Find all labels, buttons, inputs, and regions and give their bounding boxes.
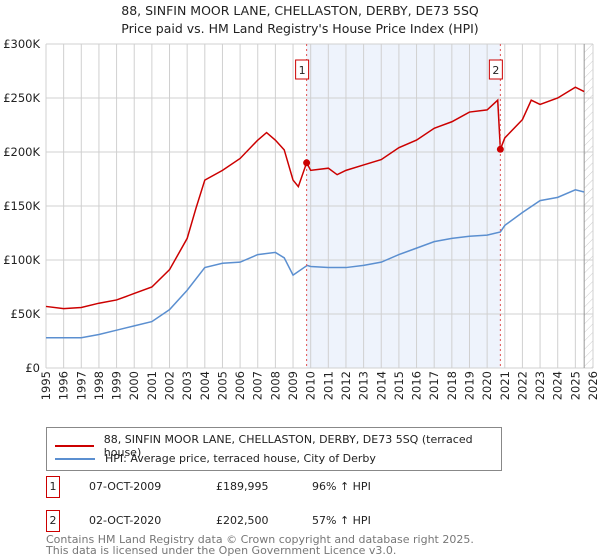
sale-price: £189,995	[216, 480, 269, 493]
y-tick-label: £150K	[3, 199, 40, 213]
red-line-swatch	[55, 445, 94, 447]
x-tick-label: 2014	[374, 371, 388, 400]
sale-marker: 1	[46, 476, 60, 498]
y-tick-label: £200K	[3, 145, 40, 159]
x-tick-label: 1997	[74, 371, 88, 400]
x-tick-label: 2016	[410, 371, 424, 400]
legend-item-property: 88, SINFIN MOOR LANE, CHELLASTON, DERBY,…	[55, 433, 501, 459]
y-tick-label: £0	[25, 361, 40, 375]
sale-date: 07-OCT-2009	[89, 480, 162, 493]
x-tick-label: 2026	[586, 371, 600, 400]
y-tick-label: £100K	[3, 253, 40, 267]
sale-row: 1 07-OCT-2009 £189,995 96% ↑ HPI	[46, 476, 546, 498]
x-tick-label: 2001	[145, 371, 159, 400]
x-tick-label: 2018	[445, 371, 459, 400]
y-tick-label: £250K	[3, 91, 40, 105]
x-tick-label: 2021	[498, 371, 512, 400]
annotation-label: 2	[492, 64, 499, 77]
annotation-box	[295, 59, 310, 80]
x-tick-label: 2005	[215, 371, 229, 400]
x-tick-label: 2011	[321, 371, 335, 400]
x-tick-label: 2003	[180, 371, 194, 400]
series-line	[46, 189, 585, 339]
series-line	[45, 86, 585, 310]
footer-line: Contains HM Land Registry data © Crown c…	[46, 533, 474, 546]
footer: Contains HM Land Registry data © Crown c…	[46, 534, 474, 556]
x-tick-label: 2022	[515, 371, 529, 400]
x-tick-label: 2017	[427, 371, 441, 400]
x-tick-label: 1998	[92, 371, 106, 400]
price-chart: 1995 1996 1997 1998 1999 2000 2001 2002 2003 2004…	[3, 37, 600, 400]
x-tick-label: 2025	[568, 371, 582, 400]
sale-row: 2 02-OCT-2020 £202,500 57% ↑ HPI	[46, 510, 546, 532]
sale-price: £202,500	[216, 514, 269, 527]
legend-item-hpi: HPI: Average price, terraced house, City…	[55, 452, 376, 465]
x-tick-label: 1996	[57, 371, 71, 400]
sale-hpi: 57% ↑ HPI	[312, 514, 371, 527]
x-tick-label: 2004	[198, 371, 212, 400]
x-tick-label: 2015	[392, 371, 406, 400]
annotation-box	[488, 59, 503, 80]
chart-title: 88, SINFIN MOOR LANE, CHELLASTON, DERBY,…	[121, 3, 479, 18]
x-tick-label: 2020	[480, 371, 494, 400]
annotation-label: 1	[299, 64, 306, 77]
x-tick-label: 2019	[462, 371, 476, 400]
x-tick-label: 2024	[551, 371, 565, 400]
sale-date: 02-OCT-2020	[89, 514, 162, 527]
footer-line: This data is licensed under the Open Gov…	[46, 544, 397, 557]
legend-label: HPI: Average price, terraced house, City…	[105, 452, 376, 465]
x-tick-label: 2010	[304, 371, 318, 400]
x-tick-label: 1995	[39, 371, 53, 400]
sale-point	[496, 145, 504, 153]
x-tick-label: 2008	[268, 371, 282, 400]
y-tick-label: £50K	[11, 307, 41, 321]
x-tick-label: 2002	[163, 371, 177, 400]
sale-point	[303, 159, 311, 167]
legend-label: 88, SINFIN MOOR LANE, CHELLASTON, DERBY,…	[103, 433, 473, 459]
x-tick-label: 2000	[127, 371, 141, 400]
x-tick-label: 2009	[286, 371, 300, 400]
sale-hpi: 96% ↑ HPI	[312, 480, 371, 493]
blue-line-swatch	[55, 457, 95, 460]
x-tick-label: 2012	[339, 371, 353, 400]
x-tick-label: 2013	[357, 371, 371, 400]
x-tick-label: 2007	[251, 371, 265, 400]
sale-marker: 2	[46, 510, 60, 532]
legend: 88, SINFIN MOOR LANE, CHELLASTON, DERBY,…	[46, 427, 502, 471]
x-tick-label: 1999	[110, 371, 124, 400]
x-tick-label: 2006	[233, 371, 247, 400]
x-tick-label: 2023	[533, 371, 547, 400]
chart-subtitle: Price paid vs. HM Land Registry's House …	[121, 21, 479, 36]
y-tick-label: £300K	[3, 37, 40, 51]
